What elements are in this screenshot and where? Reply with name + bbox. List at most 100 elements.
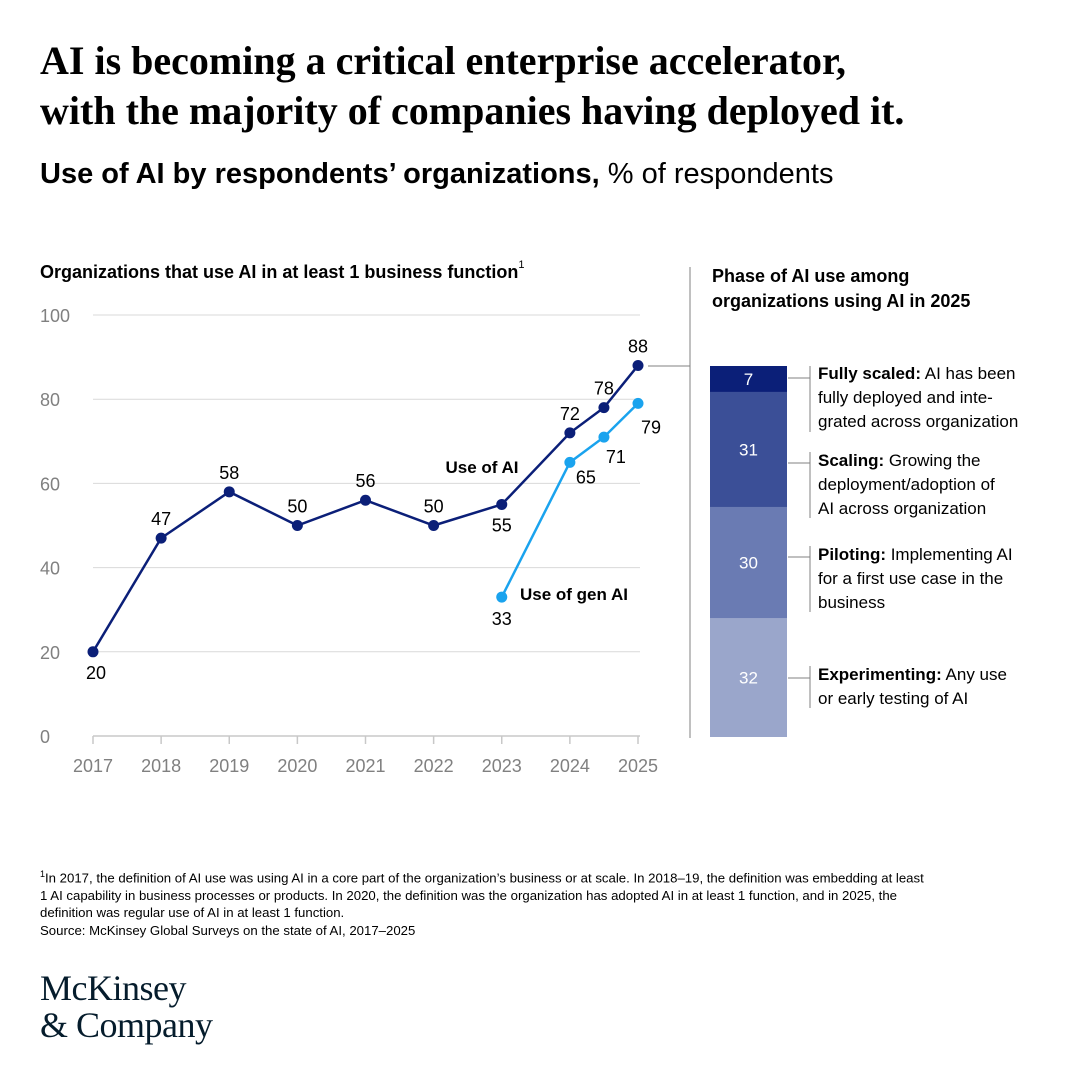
use-of-ai-data-label: 88 [628, 337, 648, 357]
x-tick-label: 2022 [414, 756, 454, 776]
x-tick-label: 2019 [209, 756, 249, 776]
use-of-ai-data-label: 78 [594, 379, 614, 399]
use-of-gen-ai-point [564, 456, 576, 468]
footnote-text-1: In 2017, the definition of AI use was us… [45, 870, 924, 886]
use-of-ai-series-label: Use of AI [445, 458, 518, 477]
y-tick-label: 100 [40, 306, 70, 326]
use-of-ai-data-label: 58 [219, 463, 239, 483]
subtitle-unit: % of respondents [599, 158, 834, 190]
phase-piloting: Piloting: Implementing AI for a first us… [818, 543, 1058, 615]
page-title: AI is becoming a critical enterprise acc… [40, 36, 1060, 136]
use-of-gen-ai-data-label: 33 [492, 609, 512, 629]
bar-segment-experimenting [710, 618, 787, 737]
stacked-bar-chart: 32 30 31 7 [648, 267, 811, 738]
phase-scaling-line-2: deployment/adoption of [818, 475, 995, 494]
use-of-ai-line [91, 364, 639, 653]
bar-label-experimenting: 32 [739, 669, 758, 688]
use-of-ai-point [496, 498, 508, 510]
phase-fully-scaled-text-1: AI has been [920, 364, 1016, 383]
logo-line-2: & Company [40, 1005, 213, 1045]
phase-fully-scaled-line-2: fully deployed and inte- [818, 388, 993, 407]
mckinsey-logo: McKinsey & Company [40, 970, 213, 1044]
phase-fully-scaled-name: Fully scaled: [818, 364, 921, 383]
bar-label-fully-scaled: 7 [744, 370, 753, 389]
phase-piloting-text-1: Implementing AI [885, 545, 1013, 564]
source-line: Source: McKinsey Global Surveys on the s… [40, 922, 416, 938]
use-of-ai-point [87, 646, 99, 658]
y-tick-label: 60 [40, 474, 60, 494]
bar-label-piloting: 30 [739, 554, 758, 573]
use-of-ai-data-label: 55 [492, 515, 512, 535]
footnote: 1In 2017, the definition of AI use was u… [40, 866, 1050, 939]
footnote-line-2: 1 AI capability in business processes or… [40, 887, 898, 903]
title-line-2: with the majority of companies having de… [40, 88, 905, 133]
x-tick-label: 2020 [277, 756, 317, 776]
title-line-1: AI is becoming a critical enterprise acc… [40, 38, 847, 83]
phase-fully-scaled-line-3: grated across organization [818, 412, 1019, 431]
x-tick-label: 2024 [550, 756, 590, 776]
y-tick-label: 40 [40, 559, 60, 579]
phase-fully-scaled-line-1: Fully scaled: AI has been [818, 362, 1058, 386]
phase-piloting-line-1: Piloting: Implementing AI [818, 543, 1058, 567]
use-of-gen-ai-point [632, 397, 644, 409]
y-tick-label: 80 [40, 390, 60, 410]
use-of-ai-data-label: 50 [424, 497, 444, 517]
footnote-marker: 1 [518, 259, 525, 271]
use-of-ai-point [291, 520, 303, 531]
phase-scaling: Scaling: Growing the deployment/adoption… [818, 449, 1058, 521]
use-of-ai-point [564, 427, 576, 439]
bar-segment-scaling [710, 391, 787, 507]
bar-segment-fully-scaled [710, 366, 787, 392]
phase-experimenting-name: Experimenting: [818, 665, 942, 684]
footnote-line-1: 1In 2017, the definition of AI use was u… [40, 866, 1050, 887]
phase-scaling-line-3: AI across organization [818, 499, 987, 518]
bar-segment-piloting [710, 506, 787, 619]
phase-piloting-line-3: business [818, 593, 886, 612]
use-of-ai-point [360, 494, 371, 506]
use-of-gen-ai-data-label: 65 [576, 467, 596, 487]
phase-fully-scaled: Fully scaled: AI has been fully deployed… [818, 362, 1058, 434]
phase-scaling-text-1: Growing the [884, 451, 981, 470]
use-of-ai-point [155, 532, 167, 544]
phase-piloting-line-2: for a first use case in the [818, 569, 1004, 588]
y-tick-label: 0 [40, 727, 50, 747]
use-of-ai-data-label: 47 [151, 509, 171, 529]
use-of-gen-ai-line [500, 402, 639, 598]
use-of-ai-data-label: 20 [86, 663, 106, 683]
x-tick-label: 2023 [482, 756, 522, 776]
footnote-line-3: definition was regular use of AI in at l… [40, 905, 345, 921]
use-of-gen-ai-point [496, 591, 508, 603]
x-tick-label: 2021 [345, 756, 385, 776]
phase-piloting-name: Piloting: [818, 545, 886, 564]
x-tick-label: 2025 [618, 756, 658, 776]
use-of-ai-point [598, 402, 610, 414]
use-of-ai-point [223, 486, 235, 498]
bar-chart-heading: Phase of AI use among organizations usin… [712, 264, 1042, 314]
phase-experimenting: Experimenting: Any use or early testing … [818, 663, 1058, 711]
bar-chart-heading-line-1: Phase of AI use among [712, 266, 910, 286]
use-of-ai-data-label: 56 [355, 471, 375, 491]
use-of-gen-ai-data-label: 79 [641, 417, 661, 437]
phase-experimenting-text-1: Any use [941, 665, 1007, 684]
use-of-gen-ai-point [598, 431, 610, 443]
phase-scaling-line-1: Scaling: Growing the [818, 449, 1058, 473]
use-of-ai-data-label: 72 [560, 404, 580, 424]
y-tick-label: 20 [40, 643, 60, 663]
bar-chart-heading-line-2: organizations using AI in 2025 [712, 291, 971, 311]
use-of-gen-ai-data-label: 71 [606, 447, 626, 467]
use-of-gen-ai-series-label: Use of gen AI [520, 585, 628, 604]
x-tick-label: 2018 [141, 756, 181, 776]
phase-scaling-name: Scaling: [818, 451, 885, 470]
line-chart-heading: Organizations that use AI in at least 1 … [40, 259, 525, 283]
phase-experimenting-line-2: or early testing of AI [818, 689, 969, 708]
x-tick-label: 2017 [73, 756, 113, 776]
subtitle-bold: Use of AI by respondents’ organizations, [40, 158, 600, 190]
subtitle: Use of AI by respondents’ organizations,… [40, 158, 833, 191]
bar-label-scaling: 31 [739, 440, 758, 459]
line-chart-heading-text: Organizations that use AI in at least 1 … [40, 262, 519, 282]
use-of-ai-point [632, 360, 644, 372]
logo-line-1: McKinsey [40, 968, 186, 1008]
line-chart: 0 20 40 60 80 100 2017 2018 2019 2020 2021 2022 2023… [40, 306, 661, 776]
footnote-number: 1 [40, 869, 46, 879]
phase-experimenting-line-1: Experimenting: Any use [818, 663, 1058, 687]
